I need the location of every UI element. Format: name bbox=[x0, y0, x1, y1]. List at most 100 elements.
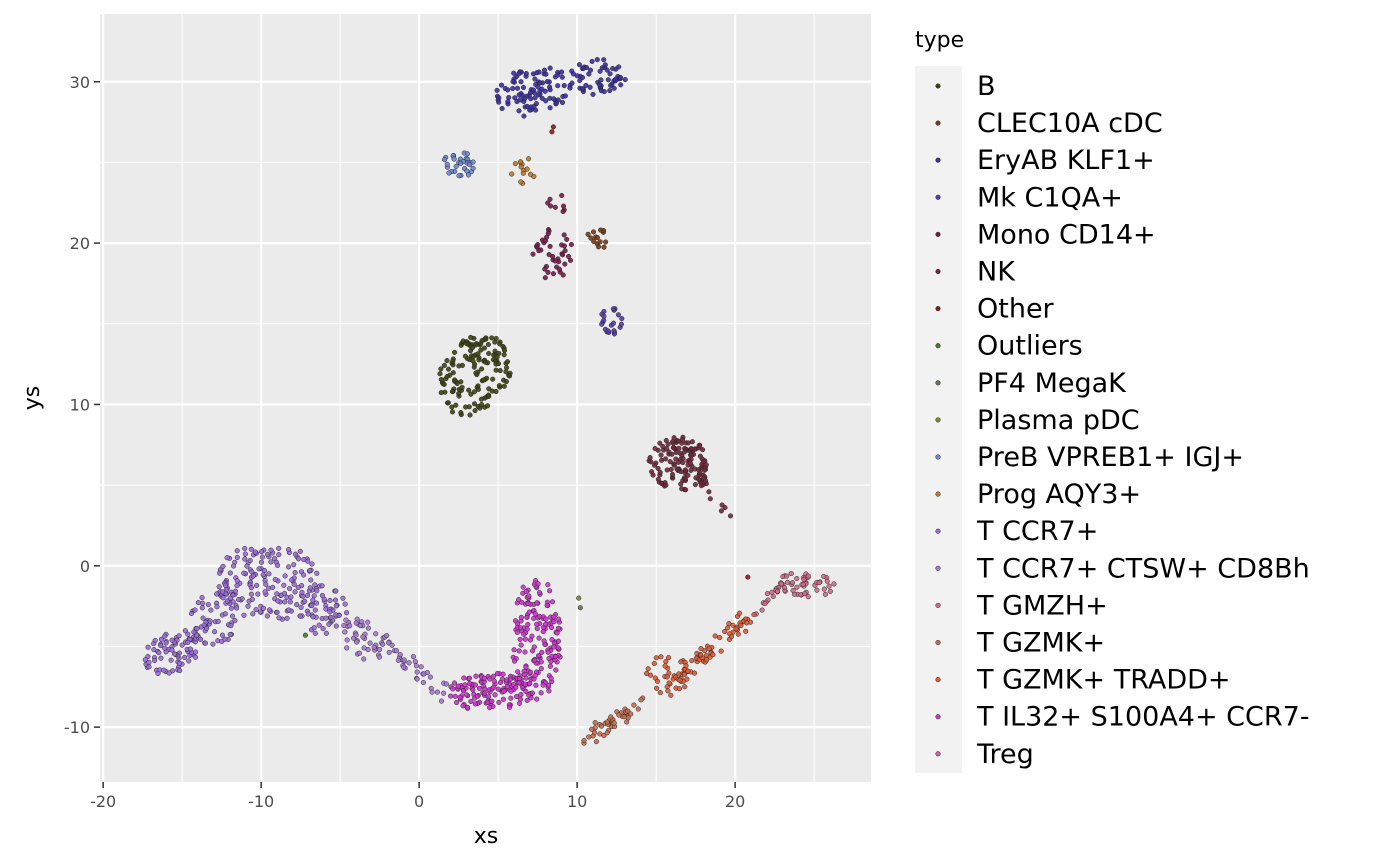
point-nk bbox=[692, 482, 698, 488]
point-t-ccr7 bbox=[234, 548, 240, 554]
point-t-ccr7 bbox=[241, 570, 247, 576]
point-mono-cd14 bbox=[536, 248, 542, 254]
point-t-gzmk-tradd bbox=[685, 668, 691, 674]
point-nk bbox=[663, 437, 669, 444]
point-t-il32-s100a4-ccr7 bbox=[470, 687, 476, 693]
point-t-il32-s100a4-ccr7 bbox=[468, 698, 474, 705]
point-eryab-klf1 bbox=[543, 98, 549, 104]
point-t-gmzh bbox=[764, 591, 770, 597]
point-t-ccr7 bbox=[217, 570, 223, 576]
point-eryab-klf1 bbox=[510, 79, 516, 85]
point-nk bbox=[700, 447, 706, 453]
point-t-gzmk-tradd bbox=[743, 628, 749, 634]
point-nk bbox=[698, 483, 704, 489]
point-b bbox=[437, 371, 443, 377]
point-t-ccr7 bbox=[145, 644, 151, 650]
point-nk bbox=[696, 467, 702, 473]
point-t-ccr7 bbox=[229, 613, 236, 619]
point-mono-cd14 bbox=[542, 275, 548, 281]
point-b bbox=[445, 400, 451, 406]
point-eryab-klf1 bbox=[530, 87, 536, 93]
point-nk bbox=[682, 467, 688, 473]
point-eryab-klf1 bbox=[589, 58, 595, 64]
point-t-il32-s100a4-ccr7 bbox=[490, 673, 497, 679]
point-t-ccr7 bbox=[291, 581, 297, 587]
point-b bbox=[501, 347, 508, 354]
point-t-gzmk-tradd bbox=[725, 625, 731, 631]
point-t-il32-s100a4-ccr7 bbox=[543, 616, 549, 622]
point-t-il32-s100a4-ccr7 bbox=[527, 637, 534, 643]
point-t-ccr7-ctsw-cd8bh bbox=[361, 656, 367, 662]
point-b bbox=[486, 386, 492, 392]
point-t-il32-s100a4-ccr7 bbox=[523, 675, 529, 681]
point-t-il32-s100a4-ccr7 bbox=[481, 675, 487, 681]
point-t-gzmk-tradd bbox=[710, 652, 716, 658]
point-t-ccr7 bbox=[224, 555, 230, 561]
point-t-ccr7 bbox=[314, 570, 320, 576]
legend-title: type bbox=[915, 28, 964, 53]
point-t-ccr7 bbox=[286, 607, 292, 613]
point-t-ccr7-ctsw-cd8bh bbox=[414, 676, 420, 682]
point-t-ccr7 bbox=[199, 595, 205, 601]
point-t-gzmk-tradd bbox=[689, 658, 695, 664]
point-t-gzmk-tradd bbox=[698, 646, 704, 652]
x-tick-label: -10 bbox=[248, 792, 274, 811]
point-t-gmzh bbox=[794, 575, 800, 582]
point-t-gzmk bbox=[592, 720, 598, 726]
point-eryab-klf1 bbox=[555, 83, 561, 89]
point-t-ccr7 bbox=[333, 603, 339, 609]
point-b bbox=[466, 404, 472, 410]
point-preb-vpreb1-igj bbox=[470, 165, 476, 171]
point-t-ccr7 bbox=[248, 546, 254, 552]
point-t-ccr7 bbox=[312, 607, 318, 613]
point-t-ccr7 bbox=[289, 577, 295, 583]
point-t-gzmk-tradd bbox=[735, 631, 741, 637]
point-t-il32-s100a4-ccr7 bbox=[534, 625, 540, 632]
point-t-il32-s100a4-ccr7 bbox=[536, 653, 542, 659]
point-nk bbox=[688, 456, 694, 462]
point-t-ccr7 bbox=[248, 585, 254, 591]
point-t-il32-s100a4-ccr7 bbox=[462, 682, 468, 688]
point-preb-vpreb1-igj bbox=[444, 161, 450, 167]
point-preb-vpreb1-igj bbox=[470, 159, 476, 165]
point-t-ccr7 bbox=[254, 582, 260, 588]
point-b bbox=[473, 342, 479, 348]
point-t-gmzh bbox=[781, 585, 787, 591]
point-t-il32-s100a4-ccr7 bbox=[537, 613, 543, 619]
point-t-il32-s100a4-ccr7 bbox=[491, 678, 497, 684]
point-t-il32-s100a4-ccr7 bbox=[465, 704, 471, 710]
point-t-ccr7-ctsw-cd8bh bbox=[434, 689, 440, 695]
point-t-il32-s100a4-ccr7 bbox=[448, 693, 454, 699]
point-b bbox=[495, 361, 502, 367]
point-t-il32-s100a4-ccr7 bbox=[512, 618, 519, 624]
point-t-ccr7-ctsw-cd8bh bbox=[347, 623, 353, 629]
point-t-gzmk-tradd bbox=[676, 686, 682, 692]
point-t-ccr7 bbox=[281, 582, 287, 588]
legend-label-other: Other bbox=[977, 294, 1055, 325]
point-t-ccr7 bbox=[292, 570, 298, 576]
point-eryab-klf1 bbox=[518, 79, 524, 85]
point-b bbox=[445, 366, 452, 372]
point-t-il32-s100a4-ccr7 bbox=[455, 683, 461, 689]
point-mk-c1qa bbox=[615, 312, 621, 318]
point-mono-cd14 bbox=[559, 242, 565, 248]
point-clec10a-cdc bbox=[597, 239, 603, 245]
point-b bbox=[501, 383, 507, 389]
point-t-ccr7 bbox=[227, 595, 233, 601]
point-t-ccr7 bbox=[168, 657, 174, 663]
point-mono-cd14 bbox=[544, 234, 550, 240]
point-t-il32-s100a4-ccr7 bbox=[520, 584, 526, 590]
point-t-il32-s100a4-ccr7 bbox=[487, 676, 493, 682]
point-b bbox=[467, 412, 473, 418]
point-nk bbox=[676, 445, 682, 451]
point-mono-cd14 bbox=[562, 248, 568, 254]
point-mono-cd14 bbox=[560, 252, 566, 258]
point-t-gmzh bbox=[759, 607, 765, 613]
legend-key-preb-vpreb1-igj bbox=[935, 454, 941, 460]
point-eryab-klf1 bbox=[537, 80, 543, 86]
point-nk bbox=[679, 486, 685, 492]
point-t-ccr7 bbox=[274, 609, 280, 615]
point-t-ccr7 bbox=[195, 600, 201, 606]
point-b bbox=[449, 409, 456, 415]
point-t-ccr7 bbox=[295, 556, 302, 562]
